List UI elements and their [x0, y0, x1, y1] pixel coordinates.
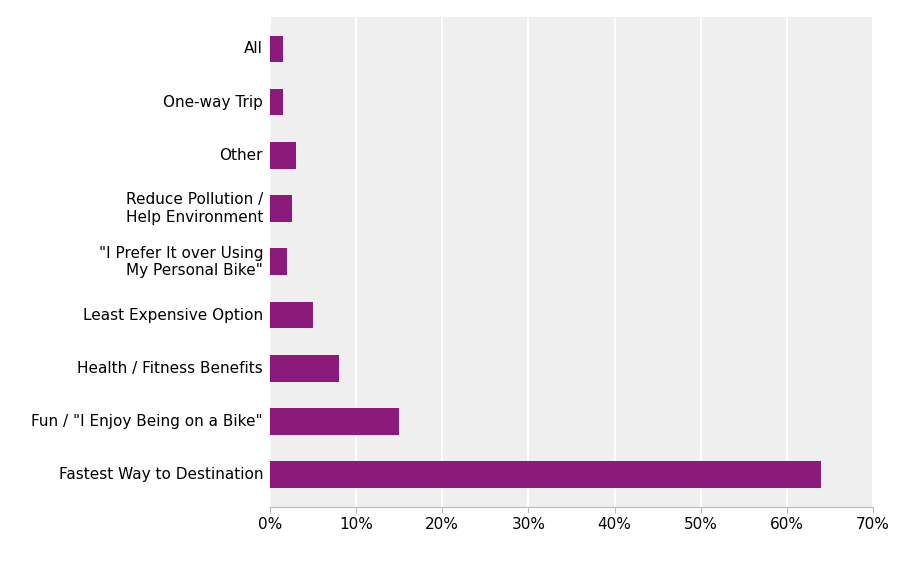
Bar [270, 248, 287, 275]
Bar [270, 89, 283, 115]
Bar [270, 462, 822, 488]
Bar [270, 355, 339, 382]
Bar [270, 35, 283, 62]
Bar [270, 142, 296, 169]
Bar [270, 408, 400, 435]
Bar [270, 302, 313, 328]
Bar [270, 195, 292, 222]
